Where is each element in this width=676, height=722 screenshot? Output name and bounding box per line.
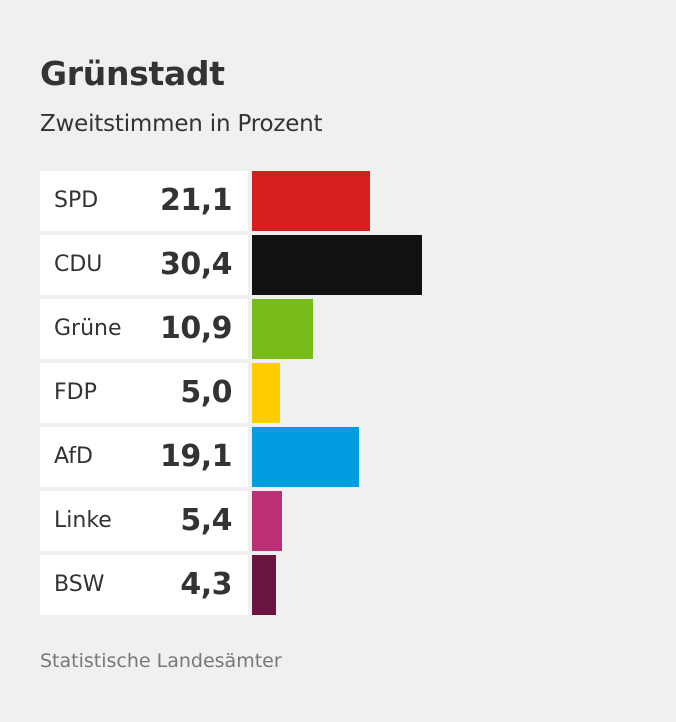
party-label: CDU (54, 252, 103, 277)
bar (252, 491, 282, 551)
bar-row: Linke 5,4 (40, 491, 640, 551)
source-note: Statistische Landesämter (40, 650, 282, 672)
bar (252, 555, 276, 615)
bar-row: Grüne 10,9 (40, 299, 640, 359)
label-cell: Linke 5,4 (40, 491, 248, 551)
bar-row: SPD 21,1 (40, 171, 640, 231)
party-label: FDP (54, 380, 97, 405)
label-cell: BSW 4,3 (40, 555, 248, 615)
chart-title: Grünstadt (40, 54, 225, 93)
bar (252, 235, 422, 295)
bar-row: BSW 4,3 (40, 555, 640, 615)
value-label: 10,9 (159, 311, 233, 346)
value-label: 19,1 (159, 439, 233, 474)
party-label: AfD (54, 444, 93, 469)
bar (252, 363, 280, 423)
value-label: 21,1 (159, 183, 233, 218)
value-label: 30,4 (159, 247, 233, 282)
bar-row: AfD 19,1 (40, 427, 640, 487)
party-label: BSW (54, 572, 105, 597)
value-label: 5,4 (180, 503, 232, 538)
party-label: SPD (54, 188, 99, 213)
label-cell: CDU 30,4 (40, 235, 248, 295)
label-cell: FDP 5,0 (40, 363, 248, 423)
bar-row: CDU 30,4 (40, 235, 640, 295)
value-label: 4,3 (180, 567, 232, 602)
label-cell: SPD 21,1 (40, 171, 248, 231)
party-label: Grüne (54, 316, 122, 341)
bar (252, 171, 370, 231)
bar (252, 427, 359, 487)
bar (252, 299, 313, 359)
chart-subtitle: Zweitstimmen in Prozent (40, 111, 323, 137)
bar-row: FDP 5,0 (40, 363, 640, 423)
label-cell: Grüne 10,9 (40, 299, 248, 359)
value-label: 5,0 (180, 375, 232, 410)
party-label: Linke (54, 508, 112, 533)
label-cell: AfD 19,1 (40, 427, 248, 487)
